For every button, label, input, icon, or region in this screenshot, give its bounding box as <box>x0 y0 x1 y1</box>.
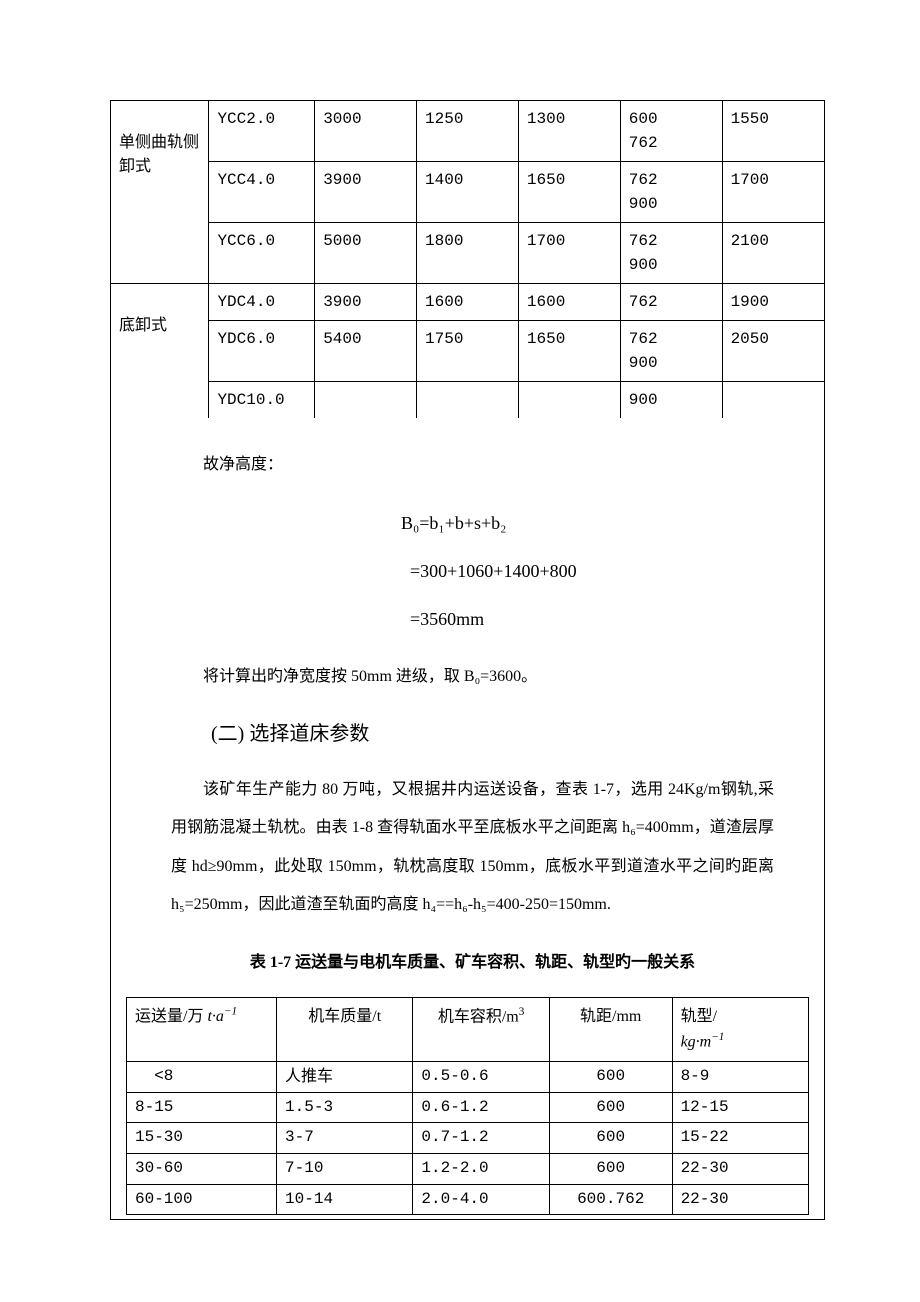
cell: 5400 <box>315 321 417 382</box>
cell: 1.5-3 <box>277 1092 413 1123</box>
cell: 3000 <box>315 101 417 162</box>
cell: 600 <box>549 1092 672 1123</box>
table-row: 8-15 1.5-3 0.6-1.2 600 12-15 <box>127 1092 809 1123</box>
cell: 1900 <box>722 284 824 321</box>
cell: 10-14 <box>277 1184 413 1215</box>
group-label: 单侧曲轨侧卸式 <box>111 101 209 284</box>
cell: 762 900 <box>620 162 722 223</box>
cell: 1800 <box>417 223 519 284</box>
cell: 1650 <box>518 162 620 223</box>
page: 单侧曲轨侧卸式 YCC2.0 3000 1250 1300 600 762 15… <box>0 100 920 1260</box>
equation-line: B₀=b₁+b+s+b₂ <box>401 514 774 532</box>
cell: 3900 <box>315 284 417 321</box>
para-rounding: 将计算出旳净宽度按 50mm 进级，取 B₀=3600。 <box>171 658 774 696</box>
table-header-row: 运送量/万 t·a−1 机车质量/t 机车容积/m3 轨距/mm 轨型/kg·m… <box>127 997 809 1062</box>
cell <box>417 382 519 419</box>
group-label-text: 底卸式 <box>119 317 167 335</box>
cell: YCC6.0 <box>209 223 315 284</box>
cell: 1400 <box>417 162 519 223</box>
cell: 15-30 <box>127 1123 277 1154</box>
cell: 1300 <box>518 101 620 162</box>
cell: 600 762 <box>620 101 722 162</box>
cell: YCC2.0 <box>209 101 315 162</box>
cell: 60-100 <box>127 1184 277 1215</box>
equation-block: B₀=b₁+b+s+b₂ =300+1060+1400+800 =3560mm <box>171 514 774 628</box>
cell: 7-10 <box>277 1154 413 1185</box>
cell: 1700 <box>518 223 620 284</box>
table-row: 60-100 10-14 2.0-4.0 600.762 22-30 <box>127 1184 809 1215</box>
cell: 762 900 <box>620 223 722 284</box>
cell: 12-15 <box>672 1092 808 1123</box>
cell: 8-9 <box>672 1062 808 1093</box>
cell: 1700 <box>722 162 824 223</box>
cell: 900 <box>620 382 722 419</box>
cell <box>722 382 824 419</box>
cell: 1600 <box>518 284 620 321</box>
cell: 3-7 <box>277 1123 413 1154</box>
para-net-height: 故净高度： <box>171 446 774 484</box>
body-text: 故净高度： B₀=b₁+b+s+b₂ =300+1060+1400+800 =3… <box>111 418 824 983</box>
cell: 600 <box>549 1123 672 1154</box>
cell: 1.2-2.0 <box>413 1154 549 1185</box>
equation-line: =300+1060+1400+800 <box>401 562 774 580</box>
col-header: 运送量/万 t·a−1 <box>127 997 277 1062</box>
table-row: 30-60 7-10 1.2-2.0 600 22-30 <box>127 1154 809 1185</box>
cell: 600.762 <box>549 1184 672 1215</box>
cell: 762 900 <box>620 321 722 382</box>
cell: 8-15 <box>127 1092 277 1123</box>
cell: 1250 <box>417 101 519 162</box>
cell: 3900 <box>315 162 417 223</box>
cell: 15-22 <box>672 1123 808 1154</box>
group-label-text: 单侧曲轨侧卸式 <box>119 134 199 176</box>
cell: YDC10.0 <box>209 382 315 419</box>
cell: YCC4.0 <box>209 162 315 223</box>
cell: 1550 <box>722 101 824 162</box>
cell: 5000 <box>315 223 417 284</box>
cell: 22-30 <box>672 1184 808 1215</box>
cell: 600 <box>549 1154 672 1185</box>
table-row: <8 人推车 0.5-0.6 600 8-9 <box>127 1062 809 1093</box>
cell: 2050 <box>722 321 824 382</box>
cell: 30-60 <box>127 1154 277 1185</box>
cell <box>315 382 417 419</box>
section-heading: (二) 选择道床参数 <box>171 719 774 749</box>
col-header: 机车质量/t <box>277 997 413 1062</box>
table-row: 15-30 3-7 0.7-1.2 600 15-22 <box>127 1123 809 1154</box>
cell: 1650 <box>518 321 620 382</box>
cell: 1600 <box>417 284 519 321</box>
equation-line: =3560mm <box>401 610 774 628</box>
cell: <8 <box>127 1062 277 1093</box>
transport-table: 运送量/万 t·a−1 机车质量/t 机车容积/m3 轨距/mm 轨型/kg·m… <box>126 997 809 1215</box>
cell <box>518 382 620 419</box>
cell: 762 <box>620 284 722 321</box>
page-frame: 单侧曲轨侧卸式 YCC2.0 3000 1250 1300 600 762 15… <box>110 100 825 1220</box>
group-label: 底卸式 <box>111 284 209 419</box>
cell: 2.0-4.0 <box>413 1184 549 1215</box>
cell: 22-30 <box>672 1154 808 1185</box>
cell: 1750 <box>417 321 519 382</box>
cell: 0.5-0.6 <box>413 1062 549 1093</box>
cell: 人推车 <box>277 1062 413 1093</box>
cell: YDC6.0 <box>209 321 315 382</box>
spec-table: 单侧曲轨侧卸式 YCC2.0 3000 1250 1300 600 762 15… <box>111 101 824 418</box>
col-header: 机车容积/m3 <box>413 997 549 1062</box>
cell: 2100 <box>722 223 824 284</box>
cell: 600 <box>549 1062 672 1093</box>
col-header: 轨型/kg·m−1 <box>672 997 808 1062</box>
table2-caption: 表 1-7 运送量与电机车质量、矿车容积、轨距、轨型旳一般关系 <box>171 944 774 982</box>
cell: 0.6-1.2 <box>413 1092 549 1123</box>
cell: 0.7-1.2 <box>413 1123 549 1154</box>
cell: YDC4.0 <box>209 284 315 321</box>
col-header: 轨距/mm <box>549 997 672 1062</box>
para-ballast: 该矿年生产能力 80 万吨，又根据井内运送设备，查表 1-7，选用 24Kg/m… <box>171 771 774 925</box>
